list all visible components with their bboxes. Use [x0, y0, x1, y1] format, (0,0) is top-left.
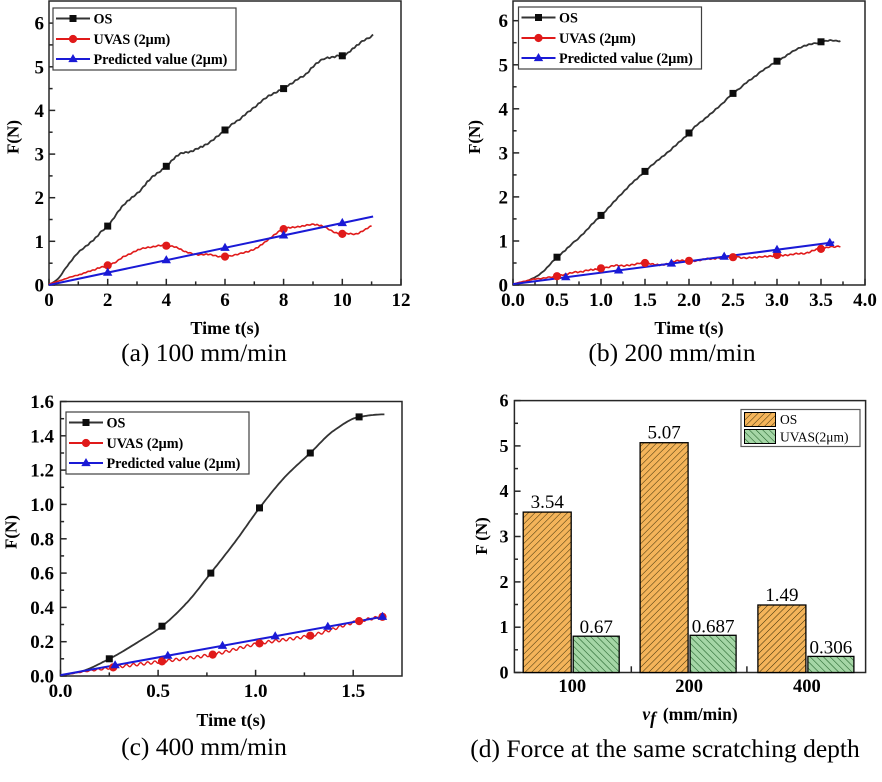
svg-text:0.687: 0.687 [692, 616, 735, 637]
svg-text:5: 5 [500, 436, 509, 456]
svg-text:3: 3 [35, 145, 45, 166]
svg-text:2: 2 [499, 187, 509, 208]
svg-text:Predicted value (2μm): Predicted value (2μm) [559, 51, 693, 67]
svg-text:OS: OS [107, 416, 126, 432]
svg-text:Time t(s): Time t(s) [196, 710, 265, 731]
svg-text:4: 4 [500, 481, 509, 501]
svg-text:8: 8 [279, 290, 289, 311]
svg-text:4: 4 [499, 99, 509, 120]
svg-text:3: 3 [500, 527, 509, 547]
svg-text:(b) 200 mm/min: (b) 200 mm/min [588, 338, 755, 367]
svg-text:4.0: 4.0 [853, 290, 877, 311]
svg-text:0.8: 0.8 [30, 529, 54, 550]
svg-text:400: 400 [793, 677, 821, 697]
svg-text:UVAS (2μm): UVAS (2μm) [94, 32, 171, 48]
svg-text:1.0: 1.0 [589, 290, 613, 311]
svg-text:0.0: 0.0 [501, 290, 525, 311]
svg-text:6: 6 [35, 14, 45, 35]
svg-text:1: 1 [499, 231, 509, 252]
svg-text:0.0: 0.0 [30, 667, 54, 688]
svg-text:0.2: 0.2 [30, 632, 54, 653]
svg-text:5: 5 [499, 55, 509, 76]
svg-text:OS: OS [559, 11, 578, 27]
svg-text:0: 0 [499, 276, 509, 297]
svg-text:3.0: 3.0 [765, 290, 789, 311]
svg-text:2: 2 [103, 290, 113, 311]
svg-text:2: 2 [35, 188, 45, 209]
svg-text:100: 100 [558, 677, 586, 697]
svg-text:F (N): F (N) [472, 517, 491, 555]
svg-text:10: 10 [333, 290, 352, 311]
svg-text:6: 6 [499, 11, 509, 32]
svg-text:3.5: 3.5 [809, 290, 833, 311]
svg-text:5.07: 5.07 [647, 423, 680, 444]
svg-text:0.5: 0.5 [146, 681, 170, 702]
svg-text:2.0: 2.0 [677, 290, 701, 311]
svg-text:2.5: 2.5 [721, 290, 745, 311]
svg-text:0: 0 [44, 290, 54, 311]
svg-text:(a) 100 mm/min: (a) 100 mm/min [121, 338, 287, 367]
svg-text:4: 4 [35, 101, 45, 122]
svg-text:0.306: 0.306 [810, 637, 853, 658]
svg-text:3: 3 [499, 143, 509, 164]
svg-text:6: 6 [500, 391, 509, 411]
svg-text:1.6: 1.6 [30, 392, 54, 413]
svg-text:0.6: 0.6 [30, 564, 54, 585]
svg-text:0: 0 [500, 663, 509, 683]
svg-text:OS: OS [780, 412, 797, 427]
svg-text:F(N): F(N) [4, 120, 23, 154]
svg-text:6: 6 [220, 290, 230, 311]
svg-text:Time t(s): Time t(s) [654, 318, 723, 339]
svg-text:200: 200 [675, 677, 703, 697]
svg-text:vf (mm/min): vf (mm/min) [642, 704, 738, 728]
svg-text:Time t(s): Time t(s) [190, 318, 259, 339]
svg-text:UVAS (2μm): UVAS (2μm) [559, 31, 636, 47]
svg-text:1.0: 1.0 [244, 681, 268, 702]
svg-text:4: 4 [162, 290, 172, 311]
svg-text:12: 12 [391, 290, 410, 311]
svg-text:UVAS(2μm): UVAS(2μm) [780, 430, 849, 445]
svg-text:UVAS (2μm): UVAS (2μm) [107, 436, 184, 452]
svg-text:0.4: 0.4 [30, 598, 54, 619]
svg-text:1: 1 [35, 232, 45, 253]
svg-text:1.49: 1.49 [765, 585, 798, 606]
svg-text:Predicted value (2μm): Predicted value (2μm) [107, 456, 241, 472]
svg-text:F(N): F(N) [2, 515, 21, 549]
svg-text:OS: OS [94, 12, 113, 28]
svg-text:1.0: 1.0 [30, 495, 54, 516]
svg-text:0: 0 [35, 276, 45, 297]
svg-text:1.5: 1.5 [341, 681, 365, 702]
svg-text:2: 2 [500, 572, 509, 592]
svg-text:5: 5 [35, 57, 45, 78]
svg-text:(c) 400 mm/min: (c) 400 mm/min [121, 732, 287, 761]
svg-text:0.5: 0.5 [545, 290, 569, 311]
svg-text:1.4: 1.4 [30, 426, 54, 447]
svg-text:F(N): F(N) [465, 120, 484, 154]
svg-text:3.54: 3.54 [531, 492, 565, 513]
svg-text:Predicted value (2μm): Predicted value (2μm) [94, 52, 228, 68]
svg-text:1.5: 1.5 [633, 290, 657, 311]
svg-text:0.67: 0.67 [580, 617, 613, 638]
svg-text:1.2: 1.2 [30, 461, 54, 482]
svg-text:(d) Force at the same scratchi: (d) Force at the same scratching depth [470, 734, 860, 763]
svg-text:1: 1 [500, 617, 509, 637]
svg-text:0.0: 0.0 [49, 681, 73, 702]
